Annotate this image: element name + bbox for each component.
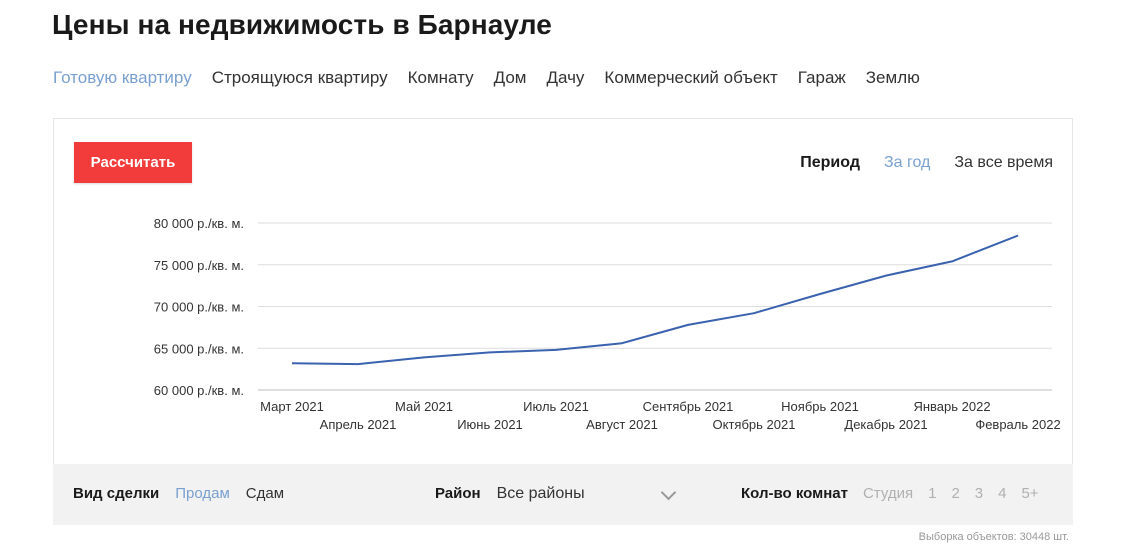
rooms-option-3[interactable]: 3 — [974, 485, 984, 502]
property-type-tab-3[interactable]: Дом — [493, 68, 527, 87]
data-point[interactable] — [355, 361, 361, 367]
objects-count: Выборка объектов: 30448 шт. — [918, 531, 1069, 543]
property-type-tab-4[interactable]: Дачу — [546, 68, 585, 87]
property-type-nav: Готовую квартиру Строящуюся квартиру Комна… — [53, 68, 920, 88]
x-tick-label: Май 2021 — [395, 399, 453, 414]
property-type-tab-0[interactable]: Готовую квартиру — [53, 68, 192, 87]
district-label: Район — [435, 485, 481, 502]
period-label: Период — [800, 154, 860, 171]
data-point[interactable] — [289, 360, 295, 366]
deal-sell-option[interactable]: Продам — [175, 485, 230, 502]
x-tick-label: Октябрь 2021 — [713, 417, 796, 432]
rooms-option-0[interactable]: Студия — [862, 485, 914, 502]
data-point[interactable] — [487, 349, 493, 355]
data-point[interactable] — [421, 354, 427, 360]
data-point[interactable] — [949, 258, 955, 264]
data-point[interactable] — [883, 273, 889, 279]
rooms-option-1[interactable]: 1 — [928, 485, 937, 502]
y-tick-label: 75 000 р./кв. м. — [154, 258, 244, 273]
deal-rent-option[interactable]: Сдам — [245, 485, 285, 502]
district-select-value[interactable]: Все районы — [496, 485, 585, 502]
property-type-tab-1[interactable]: Строящуюся квартиру — [211, 68, 388, 87]
deal-type-filter: Вид сделки Продам Сдам — [73, 485, 284, 502]
property-type-tab-5[interactable]: Коммерческий объект — [604, 68, 778, 87]
period-all-time-option[interactable]: За все время — [954, 154, 1053, 171]
x-tick-label: Март 2021 — [260, 399, 324, 414]
price-series-line — [291, 234, 1019, 366]
x-tick-label: Январь 2022 — [913, 399, 990, 414]
property-type-tab-2[interactable]: Комнату — [407, 68, 474, 87]
data-point[interactable] — [685, 322, 691, 328]
period-selector: Период За год За все время — [800, 154, 1053, 172]
calculate-button[interactable]: Рассчитать — [74, 142, 192, 183]
deal-type-label: Вид сделки — [73, 485, 160, 502]
rooms-option-4[interactable]: 4 — [998, 485, 1007, 502]
x-tick-label: Апрель 2021 — [320, 417, 397, 432]
property-type-tab-6[interactable]: Гараж — [797, 68, 846, 87]
x-tick-label: Сентябрь 2021 — [643, 399, 734, 414]
data-point[interactable] — [619, 340, 625, 346]
page-title: Цены на недвижимость в Барнауле — [52, 9, 552, 40]
x-tick-label: Ноябрь 2021 — [781, 399, 859, 414]
x-tick-label: Август 2021 — [586, 417, 658, 432]
data-point[interactable] — [553, 347, 559, 353]
period-year-option[interactable]: За год — [883, 154, 931, 171]
y-tick-label: 65 000 р./кв. м. — [154, 341, 244, 356]
rooms-label: Кол-во комнат — [741, 485, 848, 502]
y-tick-label: 60 000 р./кв. м. — [154, 383, 244, 398]
data-point[interactable] — [817, 291, 823, 297]
data-point[interactable] — [751, 310, 757, 316]
property-type-tab-7[interactable]: Землю — [865, 68, 920, 87]
y-tick-label: 80 000 р./кв. м. — [154, 216, 244, 231]
rooms-option-2[interactable]: 2 — [951, 485, 960, 502]
price-chart: 80 000 р./кв. м. 75 000 р./кв. м. 70 000 р… — [154, 216, 1061, 432]
data-point[interactable] — [1015, 233, 1021, 239]
x-tick-label: Февраль 2022 — [975, 417, 1060, 432]
x-tick-label: Июль 2021 — [523, 399, 589, 414]
y-tick-label: 70 000 р./кв. м. — [154, 300, 244, 315]
x-tick-label: Июнь 2021 — [457, 417, 523, 432]
rooms-option-5[interactable]: 5+ — [1021, 485, 1039, 502]
rooms-filter: Кол-во комнат Студия 1 2 3 4 5+ — [741, 485, 1039, 502]
x-tick-label: Декабрь 2021 — [844, 417, 927, 432]
chart-card: Рассчитать Период За год За все время 80… — [53, 118, 1073, 465]
district-filter[interactable]: Район Все районы — [435, 485, 680, 503]
filter-bar: Вид сделки Продам Сдам Район Все районы … — [53, 464, 1073, 525]
